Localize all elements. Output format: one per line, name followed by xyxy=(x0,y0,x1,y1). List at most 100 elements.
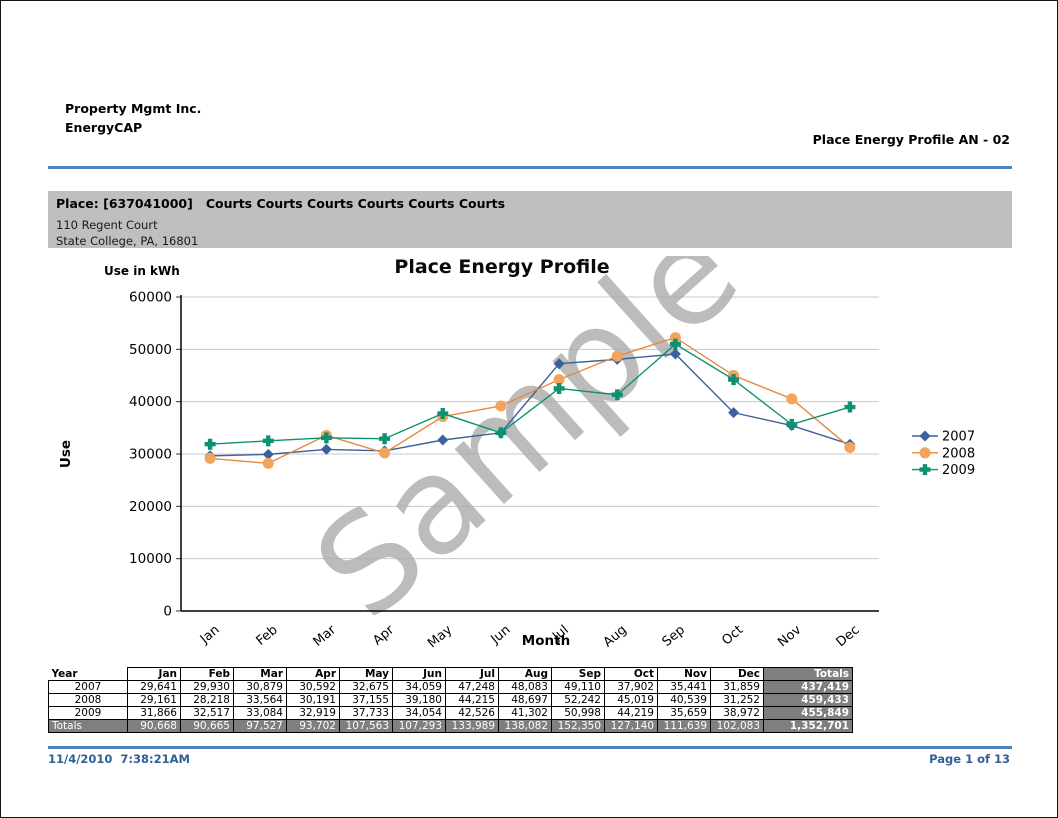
use-value-cell: 40,539 xyxy=(657,693,711,707)
use-value-cell: 37,733 xyxy=(339,706,393,720)
month-column-header: Jul xyxy=(445,667,499,681)
use-value-cell: 50,998 xyxy=(551,706,605,720)
legend-label-2008: 2008 xyxy=(942,446,975,461)
year-column-header: Year xyxy=(48,667,128,681)
month-total-cell: 97,527 xyxy=(233,719,287,733)
use-value-cell: 52,242 xyxy=(551,693,605,707)
year-total-cell: 437,419 xyxy=(763,680,853,694)
series-marker-2008 xyxy=(204,452,216,464)
y-tick-label: 40000 xyxy=(129,394,172,410)
series-marker-2008 xyxy=(844,441,856,453)
use-value-cell: 41,302 xyxy=(498,706,552,720)
use-value-cell: 45,019 xyxy=(604,693,658,707)
company-name: Property Mgmt Inc. xyxy=(65,101,202,116)
use-value-cell: 37,902 xyxy=(604,680,658,694)
month-column-header: Apr xyxy=(286,667,340,681)
y-tick-label: 30000 xyxy=(129,447,172,463)
month-tick-label: Mar xyxy=(311,622,340,650)
legend-label-2009: 2009 xyxy=(942,463,975,478)
month-column-header: Dec xyxy=(710,667,764,681)
monthly-use-table: Year Jan Feb Mar Apr May Jun Jul Aug Sep Oct Nov Dec… xyxy=(48,667,853,733)
series-marker-2009 xyxy=(669,338,681,350)
totals-row-label: Totals xyxy=(48,719,128,733)
totals-row: Totals 90,668 90,665 97,527 93,702 107,563 107… xyxy=(48,719,853,733)
series-marker-2007 xyxy=(320,443,332,455)
use-value-cell: 32,517 xyxy=(180,706,234,720)
month-tick-label: Jun xyxy=(488,623,514,648)
month-tick-label: Dec xyxy=(834,623,863,651)
series-marker-2009 xyxy=(553,382,565,394)
y-tick-label: 0 xyxy=(163,604,172,620)
y-tick-label: 20000 xyxy=(129,499,172,515)
legend-marker-2008 xyxy=(919,447,931,459)
place-address-street: 110 Regent Court xyxy=(56,218,158,232)
month-total-cell: 133,989 xyxy=(445,719,499,733)
month-tick-label: May xyxy=(425,622,455,651)
legend-marker-2009 xyxy=(919,464,931,476)
use-value-cell: 28,218 xyxy=(180,693,234,707)
series-marker-2009 xyxy=(611,389,623,401)
footer-divider xyxy=(48,746,1012,749)
use-value-cell: 44,215 xyxy=(445,693,499,707)
grand-total-cell: 1,352,701 xyxy=(763,719,853,733)
series-marker-2009 xyxy=(437,408,449,420)
month-column-header: Sep xyxy=(551,667,605,681)
y-axis-title: Use xyxy=(58,440,74,468)
company-header: Property Mgmt Inc. EnergyCAP xyxy=(65,99,201,137)
use-value-cell: 37,155 xyxy=(339,693,393,707)
use-value-cell: 30,879 xyxy=(233,680,287,694)
place-address-city: State College, PA, 16801 xyxy=(56,234,199,248)
legend-label-2007: 2007 xyxy=(942,430,975,445)
use-value-cell: 34,054 xyxy=(392,706,446,720)
x-axis-title: Month xyxy=(522,633,570,649)
series-marker-2007 xyxy=(728,407,740,419)
month-column-header: Jun xyxy=(392,667,446,681)
use-value-cell: 31,866 xyxy=(127,706,181,720)
chart-units-label: Use in kWh xyxy=(104,264,180,278)
year-data-row: 2008 29,161 28,218 33,564 30,191 37,155 39,180… xyxy=(48,693,853,707)
use-value-cell: 44,219 xyxy=(604,706,658,720)
footer-page-number: Page 1 of 13 xyxy=(929,752,1010,766)
use-value-cell: 47,248 xyxy=(445,680,499,694)
series-marker-2007 xyxy=(669,348,681,360)
year-cell: 2007 xyxy=(48,680,128,694)
month-total-cell: 107,293 xyxy=(392,719,446,733)
series-marker-2008 xyxy=(553,374,565,386)
use-value-cell: 30,191 xyxy=(286,693,340,707)
month-column-header: Mar xyxy=(233,667,287,681)
use-value-cell: 33,564 xyxy=(233,693,287,707)
use-value-cell: 39,180 xyxy=(392,693,446,707)
month-total-cell: 90,665 xyxy=(180,719,234,733)
series-marker-2009 xyxy=(320,432,332,444)
header-divider xyxy=(48,166,1012,169)
series-marker-2008 xyxy=(669,332,681,344)
year-data-row: 2009 31,866 32,517 33,084 32,919 37,733 34,054… xyxy=(48,706,853,720)
month-total-cell: 107,563 xyxy=(339,719,393,733)
month-tick-label: Oct xyxy=(719,623,746,649)
use-value-cell: 31,859 xyxy=(710,680,764,694)
use-value-cell: 42,526 xyxy=(445,706,499,720)
series-marker-2009 xyxy=(262,435,274,447)
energy-profile-chart: Use in kWh Place Energy Profile 0 10000 20… xyxy=(48,256,1053,661)
place-id-title: Place: [637041000] Courts Courts Courts … xyxy=(56,196,506,211)
series-marker-2008 xyxy=(495,400,507,412)
year-cell: 2009 xyxy=(48,706,128,720)
series-marker-2008 xyxy=(262,457,274,469)
year-data-row: 2007 29,641 29,930 30,879 30,592 32,675 34,059… xyxy=(48,680,853,694)
use-value-cell: 29,161 xyxy=(127,693,181,707)
y-tick-label: 10000 xyxy=(129,551,172,567)
use-value-cell: 35,659 xyxy=(657,706,711,720)
use-value-cell: 29,930 xyxy=(180,680,234,694)
use-value-cell: 49,110 xyxy=(551,680,605,694)
use-value-cell: 29,641 xyxy=(127,680,181,694)
year-total-cell: 459,433 xyxy=(763,693,853,707)
report-title: Place Energy Profile AN - 02 xyxy=(812,132,1010,147)
use-value-cell: 32,919 xyxy=(286,706,340,720)
month-total-cell: 152,350 xyxy=(551,719,605,733)
series-line-2007 xyxy=(210,353,851,457)
series-marker-2008 xyxy=(611,350,623,362)
software-name: EnergyCAP xyxy=(65,120,143,135)
use-value-cell: 30,592 xyxy=(286,680,340,694)
use-value-cell: 35,441 xyxy=(657,680,711,694)
series-marker-2007 xyxy=(553,358,565,370)
